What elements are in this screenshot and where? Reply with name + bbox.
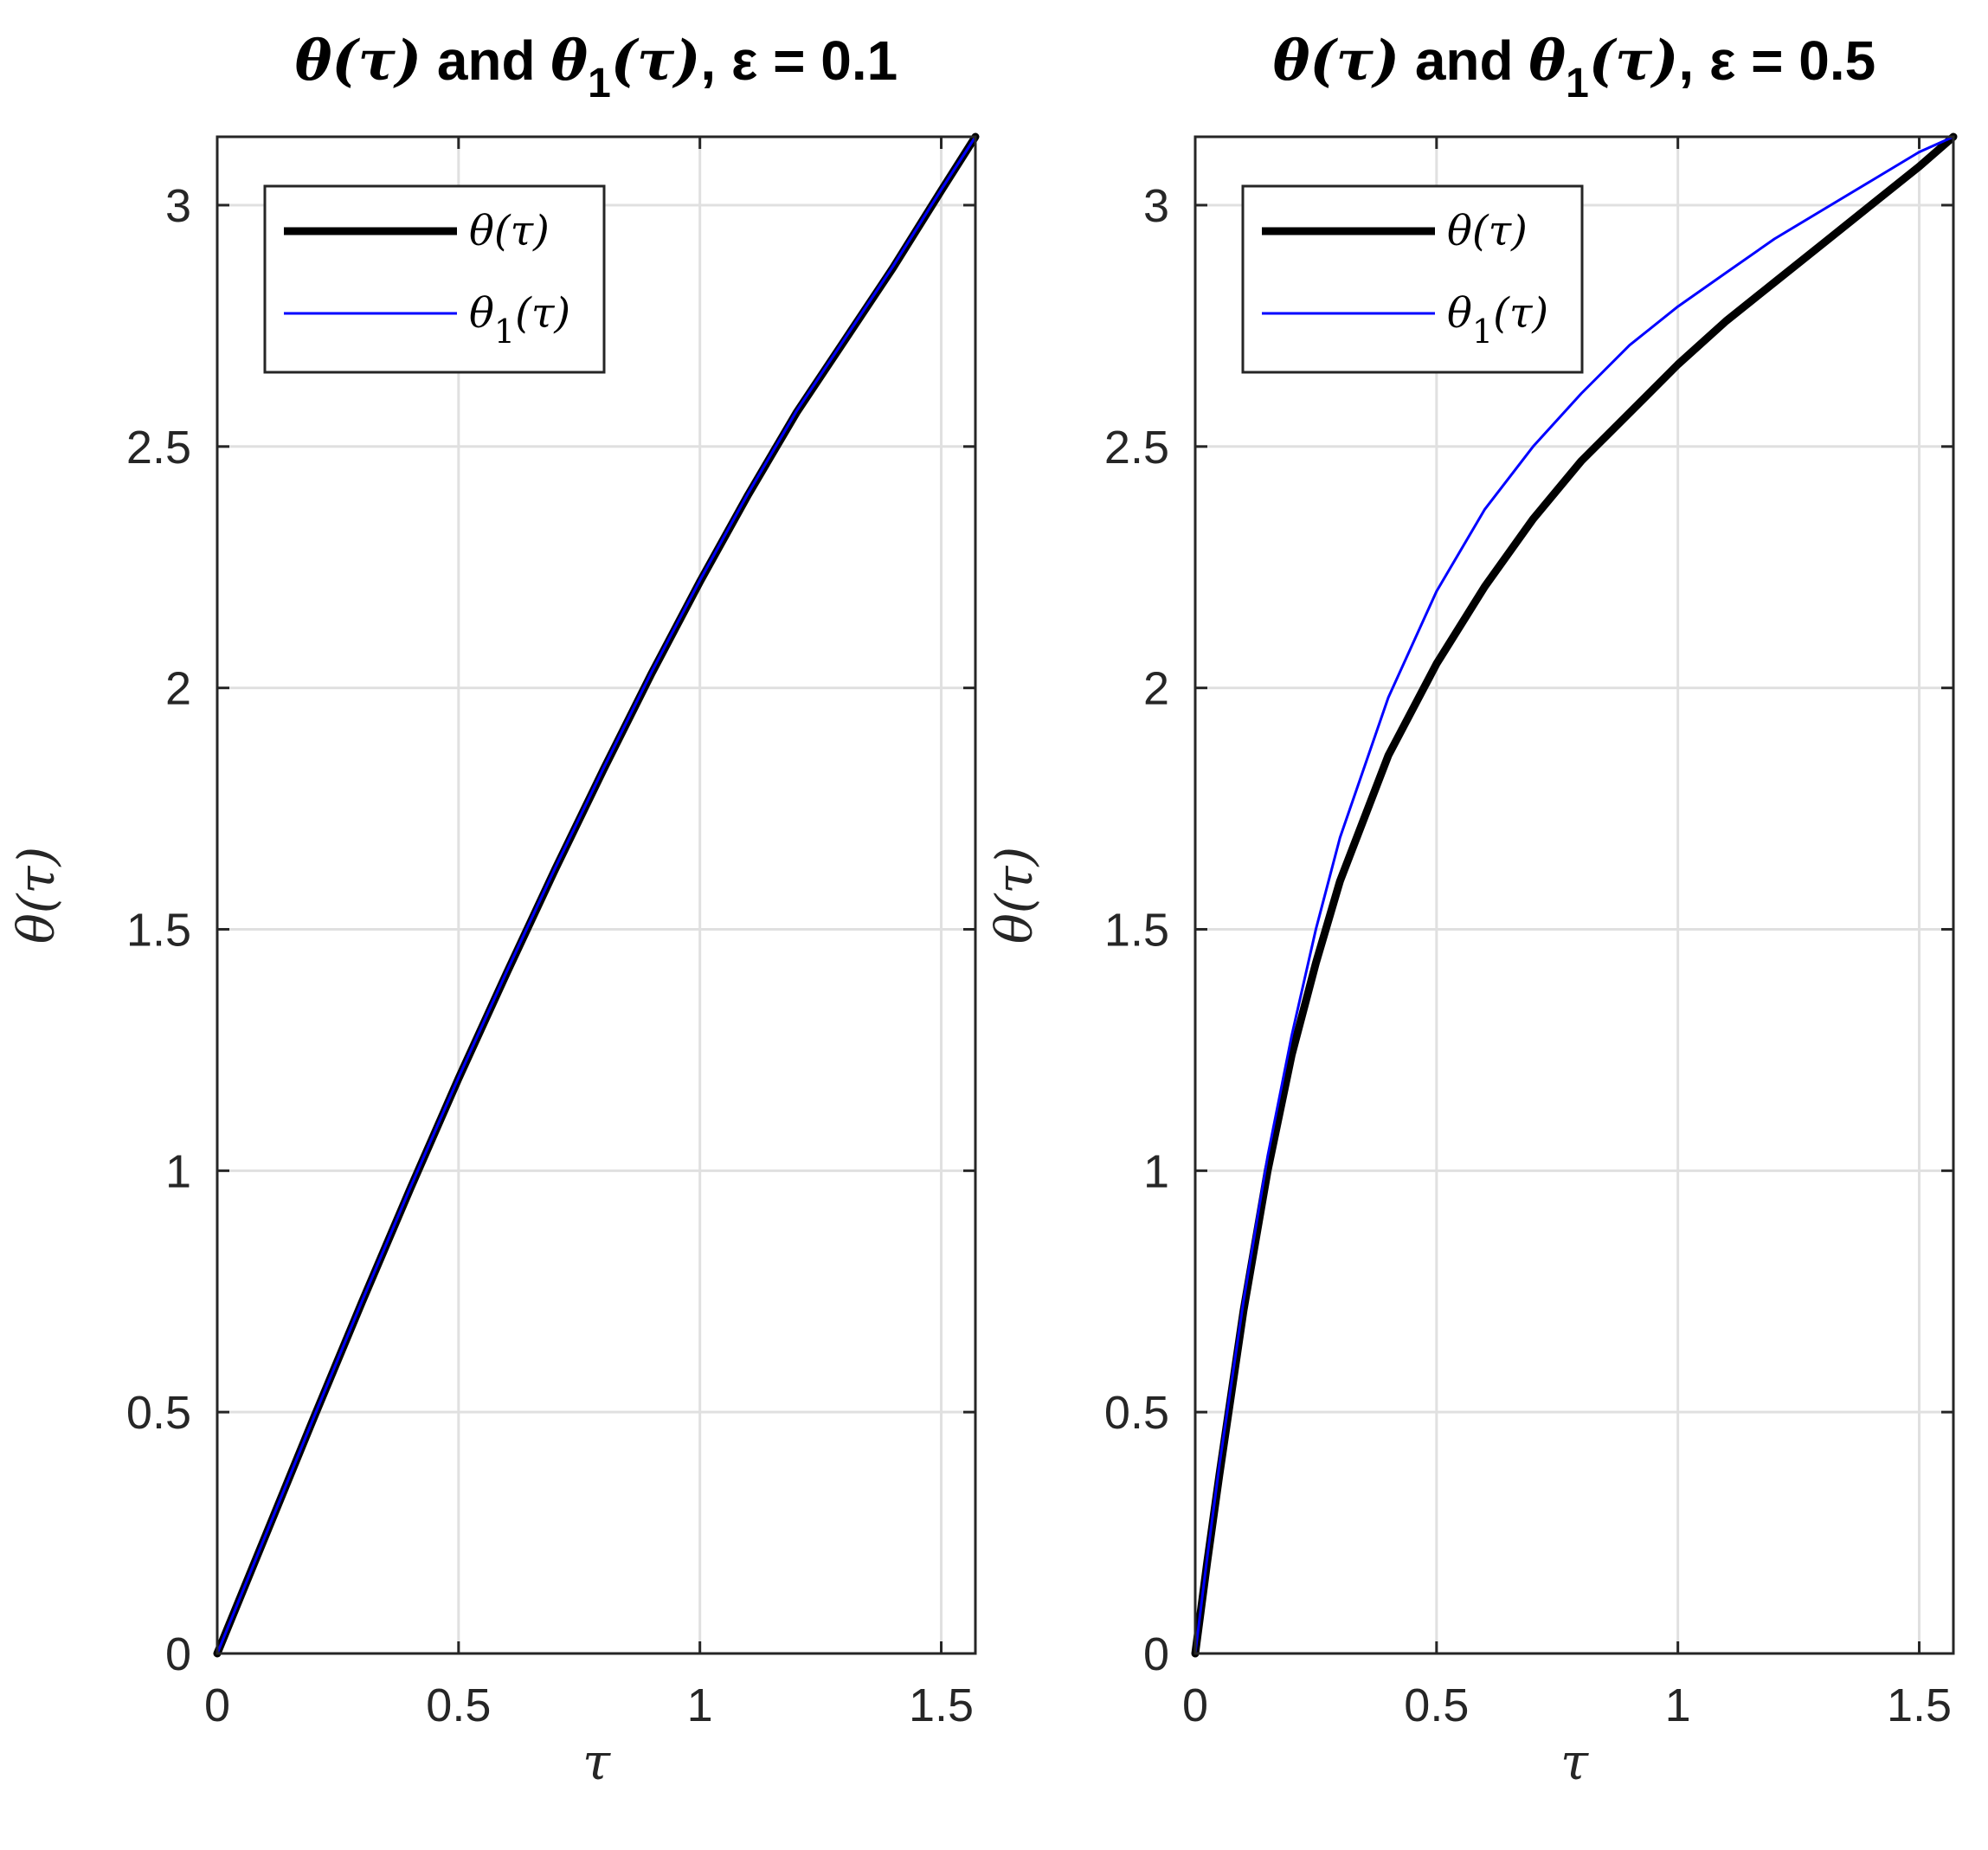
x-tick-label: 1 [1665,1679,1691,1731]
y-tick-label: 3 [165,180,191,232]
legend: θ(τ)θ1(τ) [1241,184,1584,374]
series-line-theta1 [1193,135,1955,1655]
x-tick-label: 0.5 [426,1679,491,1731]
legend: θ(τ)θ1(τ) [263,184,606,374]
legend-label-sub: 1 [1472,313,1493,351]
y-tick-label: 2 [165,663,191,715]
x-tick-label: 0.5 [1404,1679,1469,1731]
legend-box [1241,184,1584,374]
y-tick-label: 2 [1143,663,1169,715]
axes-box [1193,135,1955,1655]
legend-label-theta: θ [1447,289,1472,338]
legend-label: θ1(τ) [469,289,570,351]
y-tick-label: 2.5 [1104,422,1169,474]
x-axis-label: τ [1560,1732,1589,1791]
legend-label: θ(τ) [469,207,550,255]
y-tick-label: 0 [165,1628,191,1680]
x-tick-label: 1.5 [909,1679,974,1731]
plot-area [217,137,975,1653]
x-tick-label: 1 [687,1679,713,1731]
y-tick-label: 1.5 [126,904,191,956]
y-axis-label: θ(τ) [985,847,1044,944]
axes-box [216,135,977,1655]
y-tick-label: 1 [165,1145,191,1197]
y-tick-label: 0 [1143,1628,1169,1680]
plot-area [1195,137,1953,1653]
x-tick-label: 0 [204,1679,230,1731]
series-line-theta1 [216,135,977,1655]
y-tick-label: 3 [1143,180,1169,232]
legend-label-arg: (τ) [515,289,570,338]
legend-label-theta: θ [469,289,494,338]
y-axis-label: θ(τ) [7,847,66,944]
legend-label: θ1(τ) [1447,289,1548,351]
chart-title: θ(τ) and θ1(τ), ε = 0.1 [295,29,898,106]
x-axis-label: τ [582,1732,611,1791]
legend-label-arg: (τ) [1493,289,1548,338]
legend-label-sub: 1 [494,313,515,351]
chart-title: θ(τ) and θ1(τ), ε = 0.5 [1273,29,1876,106]
legend-box [263,184,606,374]
y-tick-label: 2.5 [126,422,191,474]
y-tick-label: 0.5 [126,1387,191,1439]
y-tick-label: 1 [1143,1145,1169,1197]
legend-label: θ(τ) [1447,207,1528,255]
x-tick-label: 0 [1182,1679,1208,1731]
y-tick-label: 0.5 [1104,1387,1169,1439]
series-line-theta [1191,132,1958,1658]
x-tick-label: 1.5 [1887,1679,1952,1731]
y-tick-label: 1.5 [1104,904,1169,956]
